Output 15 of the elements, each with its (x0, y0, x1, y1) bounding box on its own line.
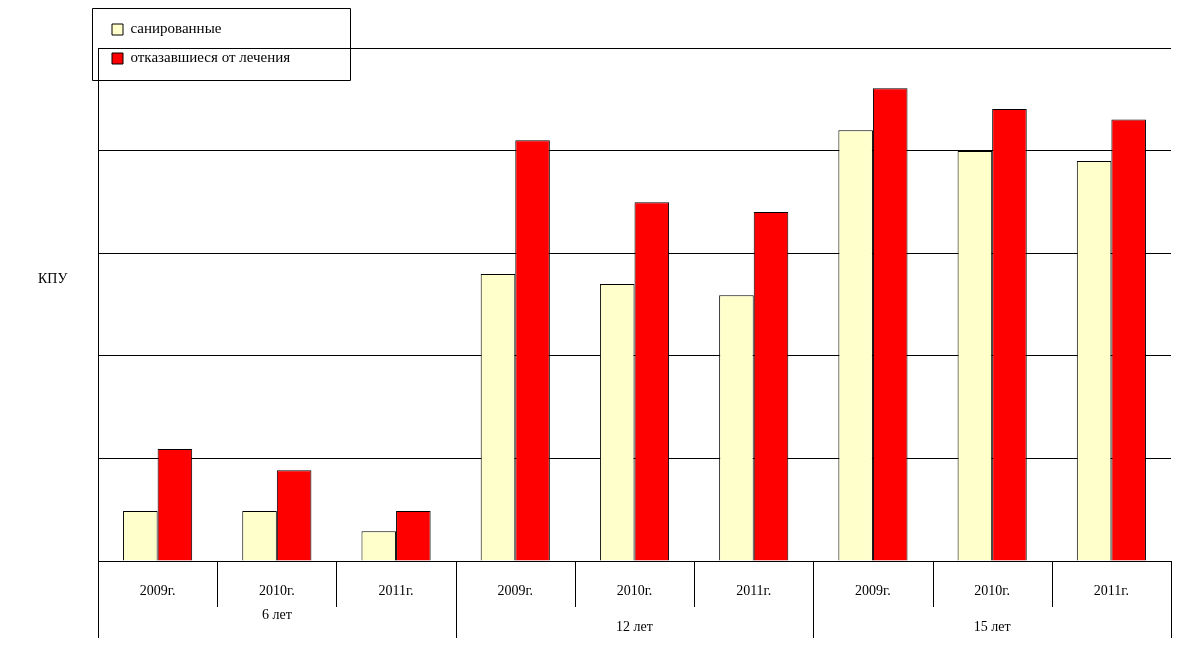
text: 12 лет (616, 618, 653, 634)
legend-label: отказавшиеся от лечения (130, 49, 291, 66)
text: 15 лет (973, 618, 1011, 634)
x-tick-label: 2009г. (855, 582, 891, 598)
x-tick-label: 2009г. (497, 582, 534, 598)
x-tick-label: 2011г. (1093, 582, 1129, 598)
text: 6 лет (261, 606, 292, 622)
legend-label: санированные (130, 20, 222, 37)
x-tick-label: 2010г. (259, 582, 295, 598)
y-axis-title: КПУ (38, 271, 68, 287)
x-tick-label: 2011г. (378, 582, 414, 598)
x-tick-label: 2010г. (616, 582, 653, 598)
x-tick-label: 2009г. (139, 582, 176, 598)
x-tick-label: 2010г. (974, 582, 1010, 598)
x-tick-label: 2011г. (736, 582, 772, 598)
